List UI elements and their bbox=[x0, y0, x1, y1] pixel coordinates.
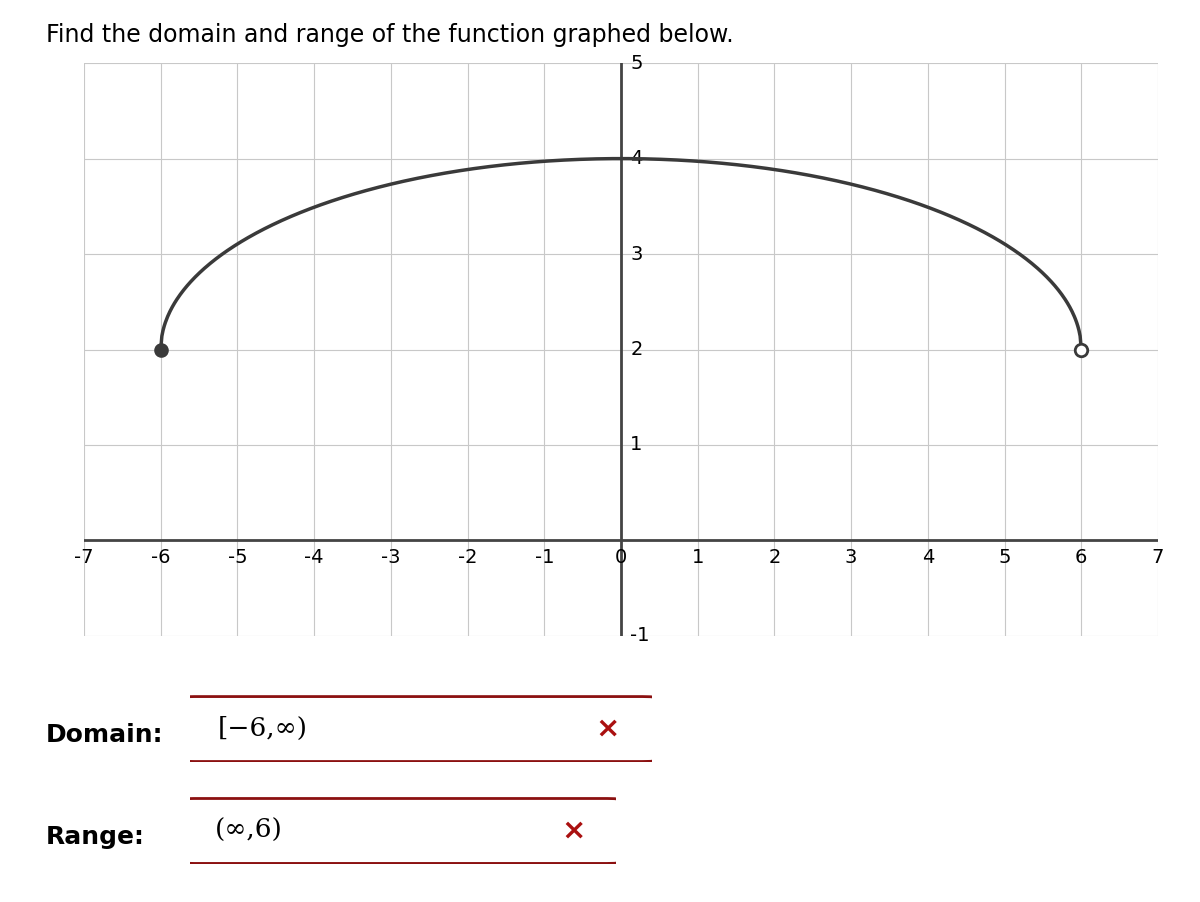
Text: Range:: Range: bbox=[46, 825, 144, 849]
Text: 4: 4 bbox=[630, 149, 642, 168]
FancyBboxPatch shape bbox=[175, 696, 661, 761]
Text: 1: 1 bbox=[630, 436, 642, 455]
Text: [−6,∞): [−6,∞) bbox=[217, 716, 307, 741]
Text: ×: × bbox=[562, 816, 586, 844]
Text: -5: -5 bbox=[228, 548, 247, 567]
Text: 1: 1 bbox=[691, 548, 704, 567]
Text: (∞,6): (∞,6) bbox=[215, 818, 283, 842]
Text: -7: -7 bbox=[74, 548, 94, 567]
Text: 3: 3 bbox=[845, 548, 857, 567]
Text: -3: -3 bbox=[382, 548, 401, 567]
Text: 2: 2 bbox=[630, 340, 642, 359]
Text: -4: -4 bbox=[305, 548, 324, 567]
Text: 7: 7 bbox=[1152, 548, 1164, 567]
Text: Domain:: Domain: bbox=[46, 723, 163, 747]
Text: 2: 2 bbox=[768, 548, 781, 567]
Text: -1: -1 bbox=[534, 548, 554, 567]
Text: 5: 5 bbox=[998, 548, 1010, 567]
Text: ×: × bbox=[595, 714, 619, 742]
Text: -1: -1 bbox=[630, 626, 649, 646]
Text: 5: 5 bbox=[630, 53, 643, 73]
Text: 0: 0 bbox=[614, 548, 628, 567]
Text: -6: -6 bbox=[151, 548, 170, 567]
Text: Find the domain and range of the function graphed below.: Find the domain and range of the functio… bbox=[46, 23, 733, 47]
FancyBboxPatch shape bbox=[176, 798, 624, 863]
Text: 4: 4 bbox=[922, 548, 934, 567]
Text: -2: -2 bbox=[458, 548, 478, 567]
Text: 6: 6 bbox=[1075, 548, 1087, 567]
Text: 3: 3 bbox=[630, 244, 642, 263]
